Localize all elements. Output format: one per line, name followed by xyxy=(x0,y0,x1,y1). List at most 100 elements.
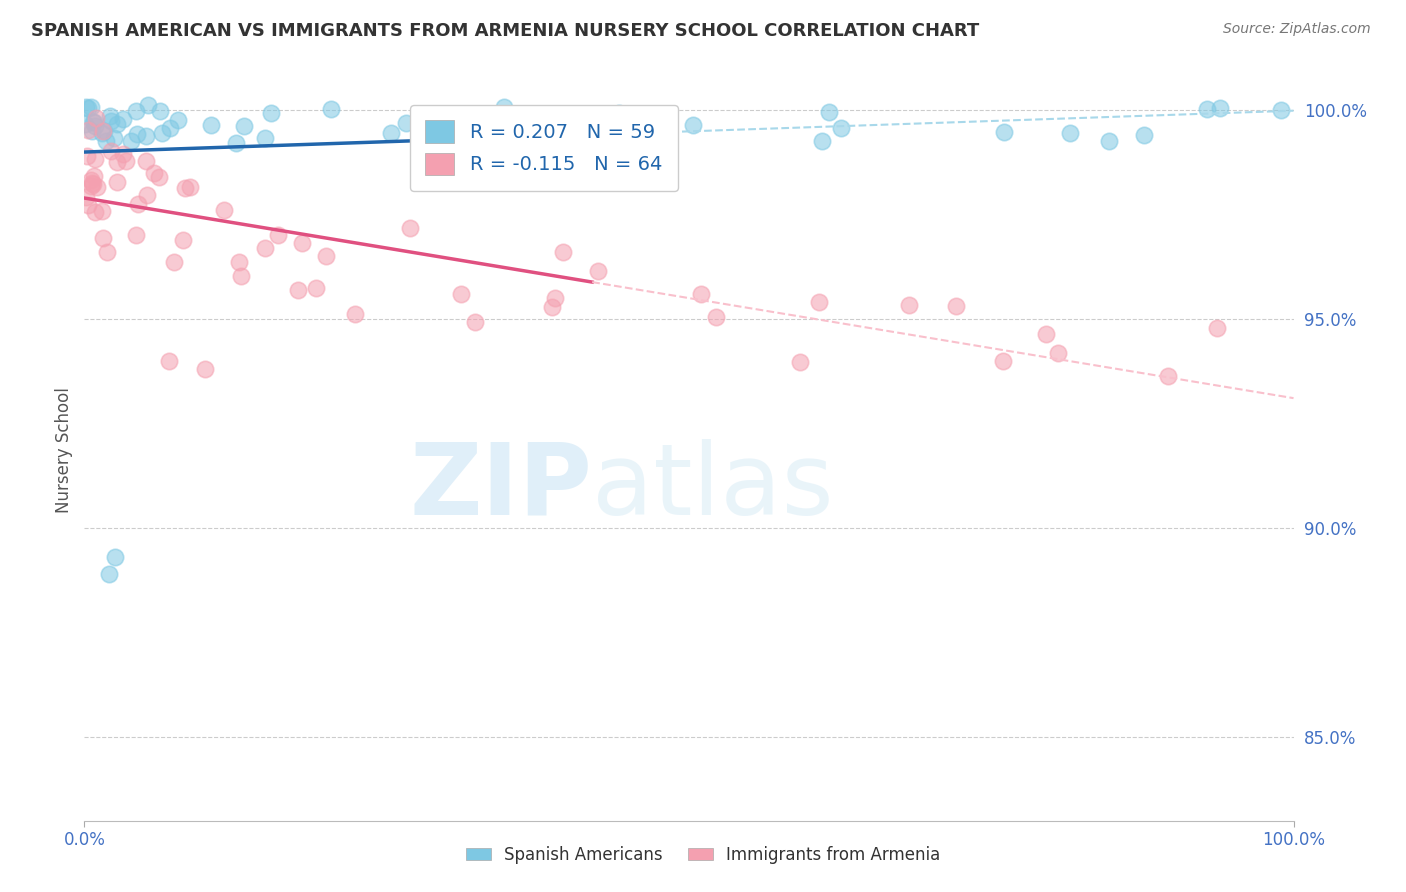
Point xyxy=(551,245,574,260)
Point xyxy=(75,190,97,204)
Point xyxy=(993,354,1015,368)
Point xyxy=(82,124,104,138)
Point xyxy=(127,197,149,211)
Point xyxy=(77,197,100,211)
Point xyxy=(174,181,197,195)
Point xyxy=(450,286,472,301)
Point xyxy=(149,103,172,118)
Point xyxy=(228,254,250,268)
Point xyxy=(1133,128,1156,143)
Point xyxy=(125,104,148,119)
Point xyxy=(84,152,107,166)
Point xyxy=(945,299,967,313)
Point xyxy=(93,124,115,138)
Point xyxy=(682,118,704,132)
Point xyxy=(993,125,1015,139)
Point xyxy=(1059,126,1081,140)
Point xyxy=(75,117,97,131)
Point xyxy=(84,111,107,125)
Point xyxy=(167,113,190,128)
Point xyxy=(233,119,256,133)
Text: ZIP: ZIP xyxy=(409,439,592,536)
Point xyxy=(76,149,98,163)
Point xyxy=(148,170,170,185)
Point xyxy=(107,155,129,169)
Point xyxy=(80,173,103,187)
Point xyxy=(76,122,98,136)
Point xyxy=(98,109,121,123)
Point xyxy=(136,98,159,112)
Point xyxy=(83,115,105,129)
Text: SPANISH AMERICAN VS IMMIGRANTS FROM ARMENIA NURSERY SCHOOL CORRELATION CHART: SPANISH AMERICAN VS IMMIGRANTS FROM ARME… xyxy=(31,22,979,40)
Point xyxy=(125,227,148,242)
Legend: R = 0.207   N = 59, R = -0.115   N = 64: R = 0.207 N = 59, R = -0.115 N = 64 xyxy=(409,104,678,191)
Point xyxy=(494,100,516,114)
Point xyxy=(830,120,852,135)
Point xyxy=(1195,103,1218,117)
Point xyxy=(159,121,181,136)
Point xyxy=(80,100,103,114)
Point xyxy=(91,204,114,219)
Point xyxy=(398,221,420,235)
Point xyxy=(343,307,366,321)
Point xyxy=(212,202,235,217)
Point xyxy=(105,175,128,189)
Point xyxy=(287,283,309,297)
Point xyxy=(83,169,105,184)
Point xyxy=(80,178,103,193)
Point xyxy=(75,100,97,114)
Point xyxy=(267,228,290,243)
Point xyxy=(172,233,194,247)
Point xyxy=(789,354,811,368)
Point xyxy=(143,166,166,180)
Point xyxy=(260,106,283,120)
Point xyxy=(225,136,247,150)
Point xyxy=(103,131,125,145)
Point xyxy=(86,180,108,194)
Point xyxy=(1157,368,1180,383)
Point xyxy=(200,118,222,132)
Point xyxy=(811,134,834,148)
Point xyxy=(560,120,582,135)
Point xyxy=(97,566,120,581)
Point xyxy=(808,294,831,309)
Point xyxy=(380,126,402,140)
Point xyxy=(105,117,128,131)
Point xyxy=(541,300,564,314)
Point xyxy=(91,124,114,138)
Point xyxy=(120,134,142,148)
Point xyxy=(689,286,711,301)
Point xyxy=(194,362,217,376)
Point xyxy=(115,153,138,168)
Point xyxy=(704,310,727,325)
Point xyxy=(231,268,253,283)
Point xyxy=(394,116,416,130)
Point xyxy=(544,291,567,305)
Point xyxy=(436,132,458,146)
Point xyxy=(254,241,277,255)
Text: Source: ZipAtlas.com: Source: ZipAtlas.com xyxy=(1223,22,1371,37)
Point xyxy=(77,101,100,115)
Point xyxy=(135,154,157,169)
Point xyxy=(291,236,314,251)
Point xyxy=(464,316,486,330)
Point xyxy=(100,144,122,158)
Point xyxy=(94,134,117,148)
Point xyxy=(125,127,148,141)
Point xyxy=(111,112,134,126)
Point xyxy=(1206,320,1229,334)
Point xyxy=(586,263,609,277)
Point xyxy=(84,205,107,219)
Point xyxy=(321,102,343,116)
Y-axis label: Nursery School: Nursery School xyxy=(55,387,73,514)
Point xyxy=(136,187,159,202)
Point xyxy=(91,231,114,245)
Point xyxy=(253,131,276,145)
Point xyxy=(315,249,337,263)
Point xyxy=(1097,134,1119,148)
Text: atlas: atlas xyxy=(592,439,834,536)
Legend: Spanish Americans, Immigrants from Armenia: Spanish Americans, Immigrants from Armen… xyxy=(460,839,946,871)
Point xyxy=(82,115,104,129)
Point xyxy=(305,281,328,295)
Point xyxy=(607,106,630,120)
